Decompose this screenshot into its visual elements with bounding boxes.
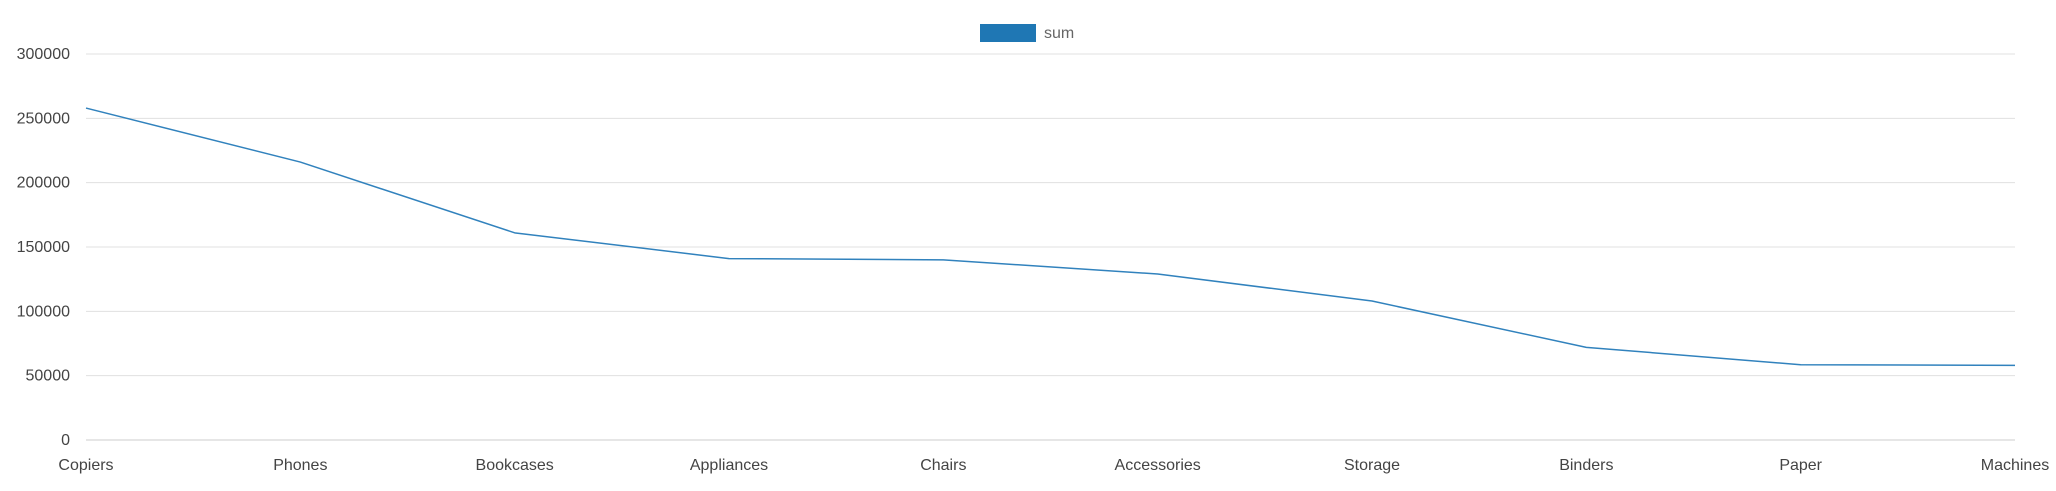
x-tick-label: Binders (1559, 457, 1613, 474)
x-tick-label: Machines (1981, 457, 2049, 474)
x-tick-label: Storage (1344, 457, 1400, 474)
legend-label[interactable]: sum (1044, 25, 1074, 42)
data-point[interactable] (726, 256, 732, 262)
data-point[interactable] (83, 105, 89, 111)
y-tick-label: 200000 (17, 175, 70, 192)
data-point[interactable] (2012, 362, 2018, 368)
data-point[interactable] (512, 230, 518, 236)
data-point[interactable] (297, 159, 303, 165)
y-tick-label: 250000 (17, 110, 70, 127)
data-point[interactable] (1798, 362, 1804, 368)
data-point[interactable] (1369, 298, 1375, 304)
y-tick-label: 100000 (17, 303, 70, 320)
x-tick-label: Chairs (920, 457, 966, 474)
series-layer (83, 105, 2018, 368)
data-point[interactable] (1155, 271, 1161, 277)
data-point[interactable] (940, 257, 946, 263)
y-tick-label: 150000 (17, 239, 70, 256)
y-tick-label: 50000 (26, 368, 71, 385)
legend-swatch[interactable] (980, 24, 1036, 42)
x-tick-label: Paper (1779, 457, 1822, 474)
legend[interactable]: sum (980, 24, 1074, 42)
x-tick-label: Copiers (58, 457, 113, 474)
grid-lines (86, 53, 2015, 377)
x-tick-label: Phones (273, 457, 327, 474)
y-tick-label: 0 (61, 432, 70, 449)
x-tick-label: Bookcases (476, 457, 554, 474)
x-axis: Copiers Phones Bookcases Appliances Chairs Ac… (58, 439, 2049, 474)
series-line-sum (85, 107, 2016, 367)
x-tick-label: Appliances (690, 457, 768, 474)
y-tick-label: 300000 (17, 46, 70, 63)
data-point[interactable] (1583, 344, 1589, 350)
y-axis: 0 50000 100000 150000 200000 250000 300000 (17, 46, 70, 449)
x-tick-label: Accessories (1115, 457, 1201, 474)
